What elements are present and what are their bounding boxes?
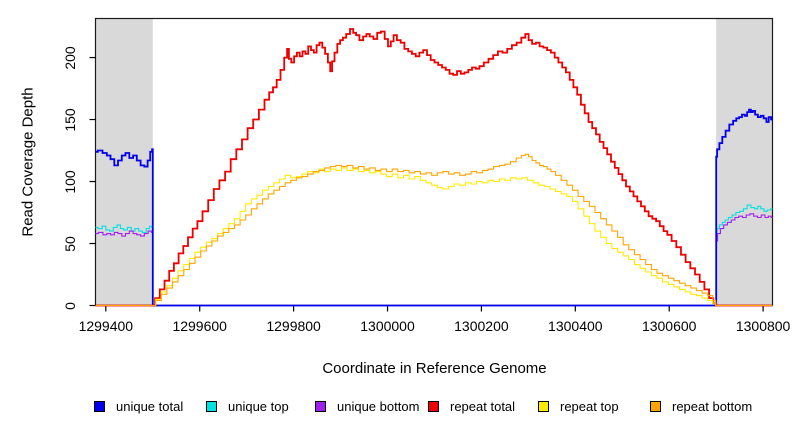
series-repeat-bottom	[95, 153, 773, 307]
x-tick-label: 1299400	[78, 318, 134, 334]
legend-item-repeat-bottom: repeat bottom	[650, 398, 752, 414]
legend-item-unique-top: unique top	[206, 398, 289, 414]
x-tick-label: 1300200	[454, 318, 509, 334]
series-unique-total	[95, 108, 773, 307]
unique-total-swatch-icon	[94, 400, 105, 412]
series-unique-top	[95, 204, 773, 307]
shaded-region	[95, 18, 153, 306]
x-tick-label: 1300000	[360, 318, 415, 334]
chart-legend: unique total unique top unique bottom re…	[0, 398, 792, 414]
legend-item-repeat-top: repeat top	[538, 398, 619, 414]
x-tick-label: 1299800	[266, 318, 321, 334]
x-tick-label: 1300400	[548, 318, 603, 334]
y-tick-label: 150	[62, 107, 78, 132]
repeat-bottom-swatch-icon	[650, 400, 661, 412]
x-axis-title: Coordinate in Reference Genome	[322, 360, 547, 377]
x-tick-label: 1300600	[641, 318, 697, 334]
y-tick-label: 100	[62, 169, 78, 194]
series-repeat-total	[95, 28, 773, 307]
legend-label: repeat top	[560, 398, 619, 414]
legend-item-unique-total: unique total	[94, 398, 183, 414]
y-tick-label: 0	[62, 301, 78, 310]
x-tick-label: 1299600	[172, 318, 227, 334]
shaded-region	[716, 18, 773, 306]
repeat-top-swatch-icon	[538, 400, 549, 412]
y-axis-title: Read Coverage Depth	[19, 87, 37, 237]
repeat-total-swatch-icon	[428, 400, 439, 412]
x-tick-label: 1300800	[735, 318, 791, 334]
legend-label: repeat total	[450, 398, 516, 414]
legend-label: unique top	[228, 398, 289, 414]
series-repeat-top	[95, 167, 773, 307]
unique-top-swatch-icon	[206, 400, 217, 412]
legend-label: unique bottom	[337, 398, 420, 414]
y-tick-label: 200	[62, 45, 78, 70]
legend-label: unique total	[116, 398, 184, 414]
legend-item-unique-bottom: unique bottom	[315, 398, 419, 414]
legend-item-repeat-total: repeat total	[428, 398, 515, 414]
y-tick-label: 50	[62, 235, 78, 252]
unique-bottom-swatch-icon	[315, 400, 326, 412]
legend-label: repeat bottom	[672, 398, 753, 414]
